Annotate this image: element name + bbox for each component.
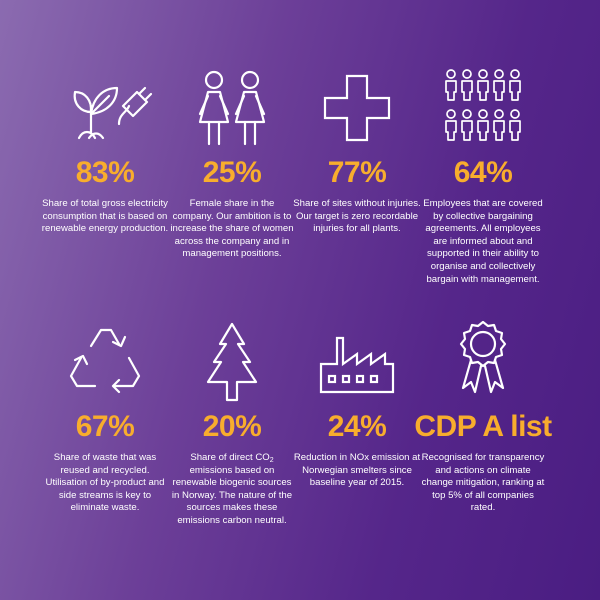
stat-description: Reduction in NOx emission at Norwegian s… xyxy=(293,452,421,489)
stat-description: Employees that are covered by collective… xyxy=(423,198,543,285)
stat-description: Share of direct CO2 emissions based on r… xyxy=(168,452,296,528)
stat-tile-cdp-a-list: CDP A list Recognised for transparency a… xyxy=(413,320,553,515)
desc-text: emissions based on renewable biogenic so… xyxy=(171,464,293,526)
stat-value: 67% xyxy=(75,410,135,443)
stat-description: Female share in the company. Our ambitio… xyxy=(170,198,294,260)
stat-tile-collective-bargaining: 64% Employees that are covered by collec… xyxy=(413,66,553,286)
desc-subscript: 2 xyxy=(269,457,274,464)
stat-tile-biogenic-emissions: 20% Share of direct CO2 emissions based … xyxy=(162,320,302,528)
plant-and-plug-icon xyxy=(55,66,155,150)
desc-text: Share of direct CO xyxy=(190,452,270,463)
stat-description: Recognised for transparency and actions … xyxy=(421,452,545,514)
stat-tile-female-share: 25% Female share in the company. Our amb… xyxy=(162,66,302,261)
pine-tree-icon xyxy=(182,320,282,404)
factory-icon xyxy=(307,320,407,404)
stat-tile-safety: 77% Share of sites without injuries. Our… xyxy=(287,66,427,236)
medical-cross-icon xyxy=(307,66,407,150)
award-rosette-icon xyxy=(433,320,533,404)
stat-tile-nox-reduction: 24% Reduction in NOx emission at Norwegi… xyxy=(287,320,427,490)
stat-value: 83% xyxy=(75,156,135,189)
female-figures-icon xyxy=(182,66,282,150)
stat-tile-waste-recycling: 67% Share of waste that was reused and r… xyxy=(35,320,175,515)
stat-tile-renewable-energy: 83% Share of total gross electricity con… xyxy=(35,66,175,236)
stat-value: 25% xyxy=(202,156,262,189)
stat-value: 77% xyxy=(327,156,387,189)
stat-description: Share of total gross electricity consump… xyxy=(41,198,169,235)
people-group-icon xyxy=(433,66,533,150)
stat-value: CDP A list xyxy=(414,410,552,443)
recycle-arrows-icon xyxy=(55,320,155,404)
stat-value: 64% xyxy=(453,156,513,189)
stat-value: 24% xyxy=(327,410,387,443)
stat-value: 20% xyxy=(202,410,262,443)
stat-description: Share of waste that was reused and recyc… xyxy=(45,452,165,514)
stat-description: Share of sites without injuries. Our tar… xyxy=(293,198,421,235)
